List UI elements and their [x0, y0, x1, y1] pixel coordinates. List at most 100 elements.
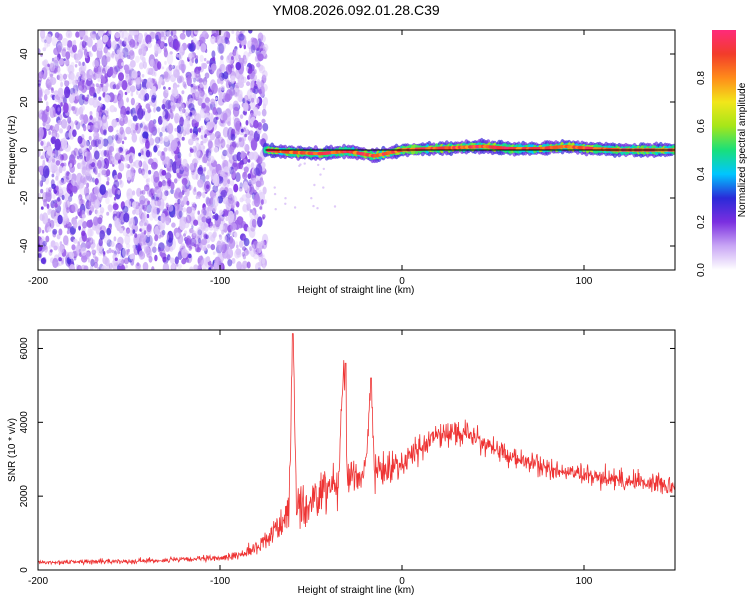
- noise-blob: [66, 171, 70, 177]
- noise-blob: [243, 51, 249, 62]
- noise-blob: [91, 162, 96, 168]
- noise-blob: [52, 257, 59, 269]
- noise-blob: [132, 201, 137, 209]
- noise-blob: [117, 147, 124, 153]
- noise-blob: [65, 123, 70, 131]
- noise-blob: [120, 220, 124, 225]
- noise-blob: [106, 108, 110, 114]
- noise-blob: [58, 165, 63, 174]
- noise-blob: [112, 65, 118, 74]
- noise-blob: [59, 128, 63, 134]
- noise-blob: [165, 172, 172, 180]
- noise-blob: [145, 149, 151, 158]
- noise-blob: [146, 232, 150, 237]
- noise-blob: [62, 73, 68, 80]
- noise-blob: [94, 209, 98, 215]
- noise-blob: [40, 140, 44, 146]
- noise-blob: [81, 94, 86, 100]
- noise-blob: [68, 251, 75, 260]
- y-tick-label: 20: [19, 96, 30, 108]
- noise-blob: [63, 132, 70, 139]
- noise-blob: [125, 72, 129, 78]
- noise-blob: [66, 251, 70, 258]
- noise-blob: [196, 137, 199, 141]
- noise-blob: [189, 266, 194, 270]
- noise-blob: [148, 120, 155, 133]
- noise-blob: [191, 225, 194, 229]
- noise-blob: [226, 248, 234, 259]
- noise-blob: [186, 129, 190, 135]
- noise-blob: [112, 262, 119, 270]
- noise-blob: [91, 245, 94, 250]
- noise-blob: [235, 241, 238, 245]
- noise-blob: [142, 261, 149, 270]
- noise-blob: [38, 48, 41, 55]
- noise-blob: [248, 179, 252, 185]
- noise-blob: [138, 48, 143, 56]
- noise-blob: [156, 176, 160, 183]
- noise-blob: [93, 261, 99, 269]
- noise-blob: [199, 36, 206, 45]
- noise-blob: [111, 249, 115, 253]
- noise-blob: [232, 199, 236, 206]
- noise-blob: [58, 228, 63, 236]
- noise-blob: [78, 185, 82, 191]
- noise-blob: [200, 125, 207, 136]
- noise-blob: [137, 244, 142, 252]
- noise-blob: [233, 84, 240, 98]
- x-tick-label: -100: [210, 276, 230, 287]
- noise-blob: [108, 204, 113, 213]
- noise-blob: [210, 35, 216, 45]
- noise-blob: [92, 59, 99, 68]
- noise-blob: [243, 44, 246, 50]
- noise-blob: [142, 49, 146, 57]
- noise-blob: [94, 256, 99, 264]
- noise-blob: [131, 70, 138, 79]
- noise-blob: [188, 98, 195, 105]
- noise-blob: [116, 129, 119, 133]
- spectrogram-panel: -200 -100 0 100 40 20 0 -20 -40 Height of strai…: [7, 29, 676, 296]
- noise-blob: [142, 161, 147, 168]
- noise-blob: [259, 86, 265, 98]
- noise-blob: [182, 128, 186, 136]
- noise-blob: [181, 102, 187, 109]
- noise-blob: [262, 43, 269, 52]
- noise-blob: [262, 186, 267, 195]
- noise-blob: [75, 31, 80, 38]
- noise-blob: [94, 178, 99, 186]
- noise-blob: [89, 124, 94, 131]
- noise-blob: [38, 179, 42, 187]
- noise-blob: [141, 148, 144, 152]
- outlier-dot: [313, 183, 316, 187]
- noise-blob: [63, 102, 69, 114]
- noise-blob: [117, 189, 121, 195]
- noise-blob: [66, 207, 70, 214]
- noise-blob: [257, 111, 261, 116]
- noise-blob: [182, 207, 187, 213]
- noise-blob: [193, 186, 197, 192]
- noise-blob: [139, 123, 143, 128]
- noise-blob: [154, 234, 159, 242]
- noise-blob: [161, 179, 166, 187]
- noise-blob: [125, 75, 131, 83]
- noise-blob: [243, 62, 246, 66]
- noise-blob: [252, 207, 257, 216]
- noise-blob: [231, 30, 235, 34]
- noise-blob: [61, 137, 68, 151]
- noise-blob: [55, 185, 59, 191]
- noise-blob: [196, 247, 201, 253]
- noise-blob: [188, 103, 195, 111]
- noise-blob: [220, 30, 227, 39]
- noise-blob: [38, 86, 43, 99]
- noise-blob: [75, 215, 78, 219]
- noise-blob: [117, 258, 124, 266]
- noise-blob: [43, 199, 48, 207]
- noise-blob: [211, 50, 216, 58]
- noise-blob: [103, 157, 110, 170]
- noise-blob: [146, 224, 152, 233]
- noise-blob: [197, 195, 201, 199]
- noise-blob: [197, 226, 203, 236]
- noise-blob: [126, 106, 131, 112]
- noise-blob: [219, 145, 223, 150]
- noise-blob: [77, 197, 82, 205]
